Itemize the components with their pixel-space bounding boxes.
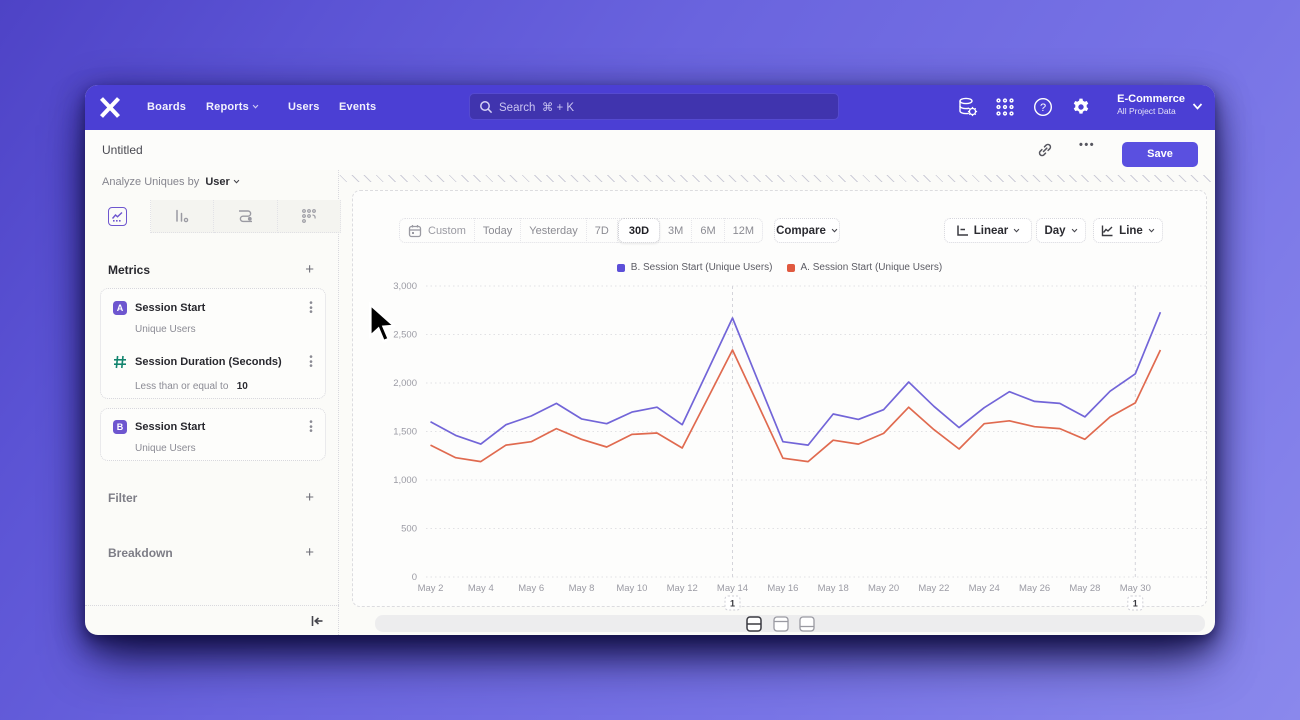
svg-text:?: ?: [1040, 102, 1046, 114]
svg-text:1,500: 1,500: [393, 427, 417, 438]
svg-text:May 22: May 22: [918, 583, 949, 594]
svg-text:May 12: May 12: [667, 583, 698, 594]
svg-text:2,000: 2,000: [393, 378, 417, 389]
svg-text:May 18: May 18: [818, 583, 849, 594]
svg-text:0: 0: [412, 572, 417, 583]
svg-text:2,500: 2,500: [393, 330, 417, 341]
svg-text:May 4: May 4: [468, 583, 494, 594]
svg-text:May 26: May 26: [1019, 583, 1050, 594]
svg-text:May 2: May 2: [418, 583, 444, 594]
svg-text:500: 500: [401, 524, 417, 535]
svg-text:May 16: May 16: [767, 583, 798, 594]
svg-text:May 24: May 24: [969, 583, 1000, 594]
svg-text:1,000: 1,000: [393, 475, 417, 486]
svg-text:May 14: May 14: [717, 583, 748, 594]
svg-text:1: 1: [730, 599, 735, 609]
svg-text:3,000: 3,000: [393, 281, 417, 292]
svg-text:1: 1: [1133, 599, 1138, 609]
svg-text:May 10: May 10: [616, 583, 647, 594]
svg-text:May 30: May 30: [1120, 583, 1151, 594]
svg-text:May 8: May 8: [569, 583, 595, 594]
svg-text:May 6: May 6: [518, 583, 544, 594]
svg-text:May 28: May 28: [1069, 583, 1100, 594]
svg-text:May 20: May 20: [868, 583, 899, 594]
